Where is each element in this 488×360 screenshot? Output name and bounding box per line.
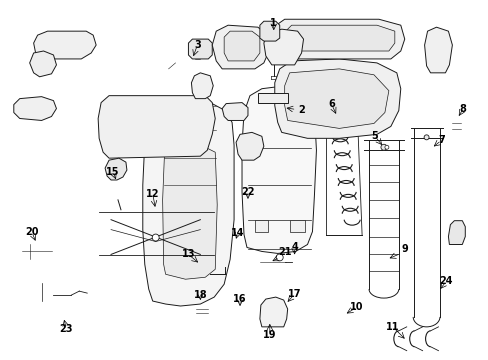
Ellipse shape <box>152 234 159 241</box>
Polygon shape <box>105 158 127 180</box>
Polygon shape <box>222 103 247 121</box>
Text: 14: 14 <box>231 228 244 238</box>
Polygon shape <box>447 221 464 244</box>
Text: 21: 21 <box>277 247 291 257</box>
Text: 8: 8 <box>459 104 466 113</box>
Polygon shape <box>14 96 56 121</box>
Text: 2: 2 <box>298 104 305 114</box>
Text: 13: 13 <box>182 249 195 260</box>
Polygon shape <box>242 87 316 253</box>
Text: 16: 16 <box>233 294 246 304</box>
Polygon shape <box>236 132 264 160</box>
Polygon shape <box>289 220 304 231</box>
Text: 10: 10 <box>350 302 363 312</box>
Ellipse shape <box>276 254 283 261</box>
Text: 7: 7 <box>437 135 444 145</box>
Polygon shape <box>259 297 287 327</box>
Polygon shape <box>34 31 96 59</box>
Text: 22: 22 <box>241 187 254 197</box>
Ellipse shape <box>380 144 386 150</box>
Polygon shape <box>30 51 56 77</box>
Polygon shape <box>274 59 400 138</box>
Text: 23: 23 <box>60 324 73 334</box>
Polygon shape <box>271 19 404 59</box>
Polygon shape <box>264 29 303 65</box>
Text: 20: 20 <box>25 226 39 237</box>
Text: 19: 19 <box>263 330 276 340</box>
Text: 5: 5 <box>371 131 378 141</box>
Polygon shape <box>285 25 394 51</box>
Polygon shape <box>191 73 213 99</box>
Text: 1: 1 <box>270 18 277 28</box>
Polygon shape <box>142 100 234 306</box>
Text: 15: 15 <box>106 167 120 177</box>
Polygon shape <box>224 31 259 61</box>
Polygon shape <box>188 39 212 59</box>
Polygon shape <box>259 21 279 41</box>
Polygon shape <box>284 69 388 129</box>
Text: 3: 3 <box>194 40 201 50</box>
Text: 12: 12 <box>145 189 159 199</box>
Text: 4: 4 <box>291 243 297 252</box>
Text: 18: 18 <box>193 290 207 300</box>
Ellipse shape <box>384 145 388 149</box>
Polygon shape <box>163 142 217 279</box>
Polygon shape <box>254 220 267 231</box>
Text: 17: 17 <box>287 289 301 299</box>
Text: 11: 11 <box>386 322 399 332</box>
Polygon shape <box>424 27 451 73</box>
Ellipse shape <box>423 135 428 140</box>
Text: 6: 6 <box>327 99 334 109</box>
Polygon shape <box>212 25 269 69</box>
Text: 24: 24 <box>439 276 452 286</box>
Polygon shape <box>98 96 215 158</box>
Text: 9: 9 <box>401 244 407 255</box>
Polygon shape <box>257 93 287 103</box>
